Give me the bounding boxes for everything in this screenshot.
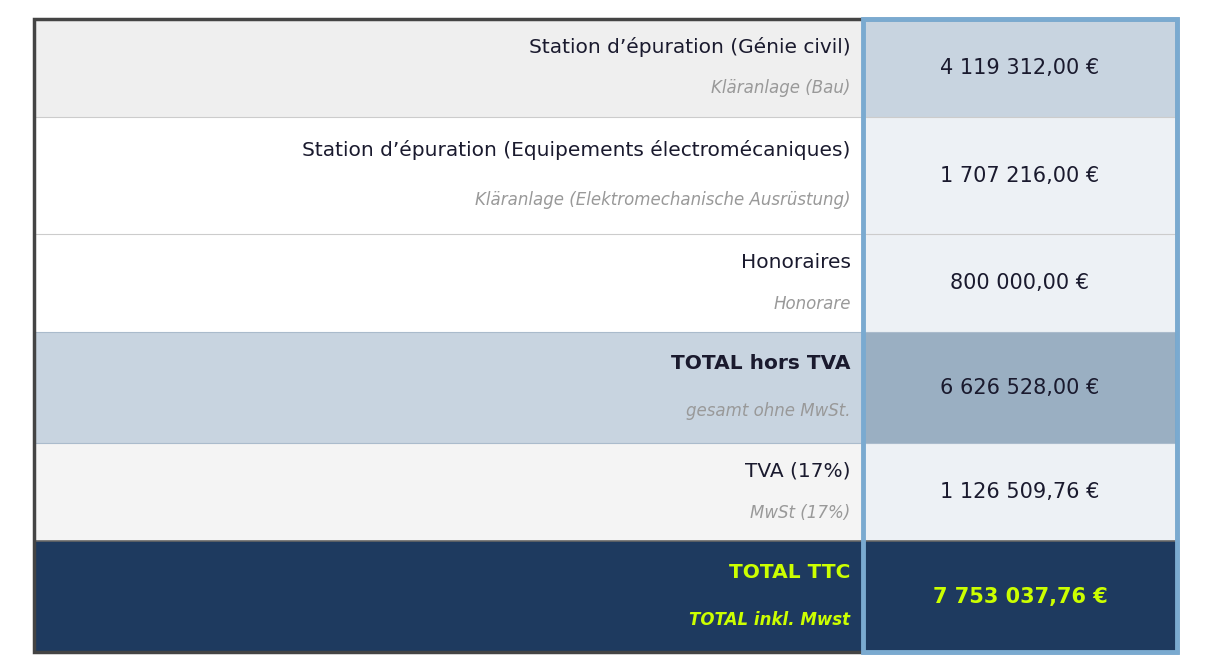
Text: 7 753 037,76 €: 7 753 037,76 € xyxy=(932,586,1107,607)
Bar xyxy=(34,443,862,541)
Text: gesamt ohne MwSt.: gesamt ohne MwSt. xyxy=(687,402,850,420)
Bar xyxy=(34,541,862,652)
Text: TOTAL TTC: TOTAL TTC xyxy=(729,564,850,582)
Bar xyxy=(862,443,1177,541)
Bar xyxy=(34,332,862,443)
Text: 800 000,00 €: 800 000,00 € xyxy=(951,273,1090,293)
Text: 6 626 528,00 €: 6 626 528,00 € xyxy=(940,378,1100,398)
Text: Station d’épuration (Génie civil): Station d’épuration (Génie civil) xyxy=(529,37,850,57)
Text: MwSt (17%): MwSt (17%) xyxy=(751,504,850,522)
Bar xyxy=(34,117,862,234)
Text: TOTAL inkl. Mwst: TOTAL inkl. Mwst xyxy=(689,611,850,629)
Text: 4 119 312,00 €: 4 119 312,00 € xyxy=(940,58,1100,78)
Text: Honorare: Honorare xyxy=(773,295,850,313)
Bar xyxy=(34,19,862,117)
Bar xyxy=(862,332,1177,443)
Text: Kläranlage (Bau): Kläranlage (Bau) xyxy=(711,79,850,97)
Bar xyxy=(862,117,1177,234)
Text: TVA (17%): TVA (17%) xyxy=(745,462,850,480)
Text: 1 126 509,76 €: 1 126 509,76 € xyxy=(940,482,1100,503)
Text: Honoraires: Honoraires xyxy=(741,253,850,272)
Bar xyxy=(862,19,1177,652)
Text: Station d’épuration (Equipements électromécaniques): Station d’épuration (Equipements électro… xyxy=(303,140,850,160)
Bar xyxy=(34,234,862,332)
Bar xyxy=(862,19,1177,117)
Text: TOTAL hors TVA: TOTAL hors TVA xyxy=(671,354,850,374)
Text: Kläranlage (Elektromechanische Ausrüstung): Kläranlage (Elektromechanische Ausrüstun… xyxy=(475,191,850,209)
Bar xyxy=(862,234,1177,332)
Bar xyxy=(862,541,1177,652)
Text: 1 707 216,00 €: 1 707 216,00 € xyxy=(940,166,1100,186)
